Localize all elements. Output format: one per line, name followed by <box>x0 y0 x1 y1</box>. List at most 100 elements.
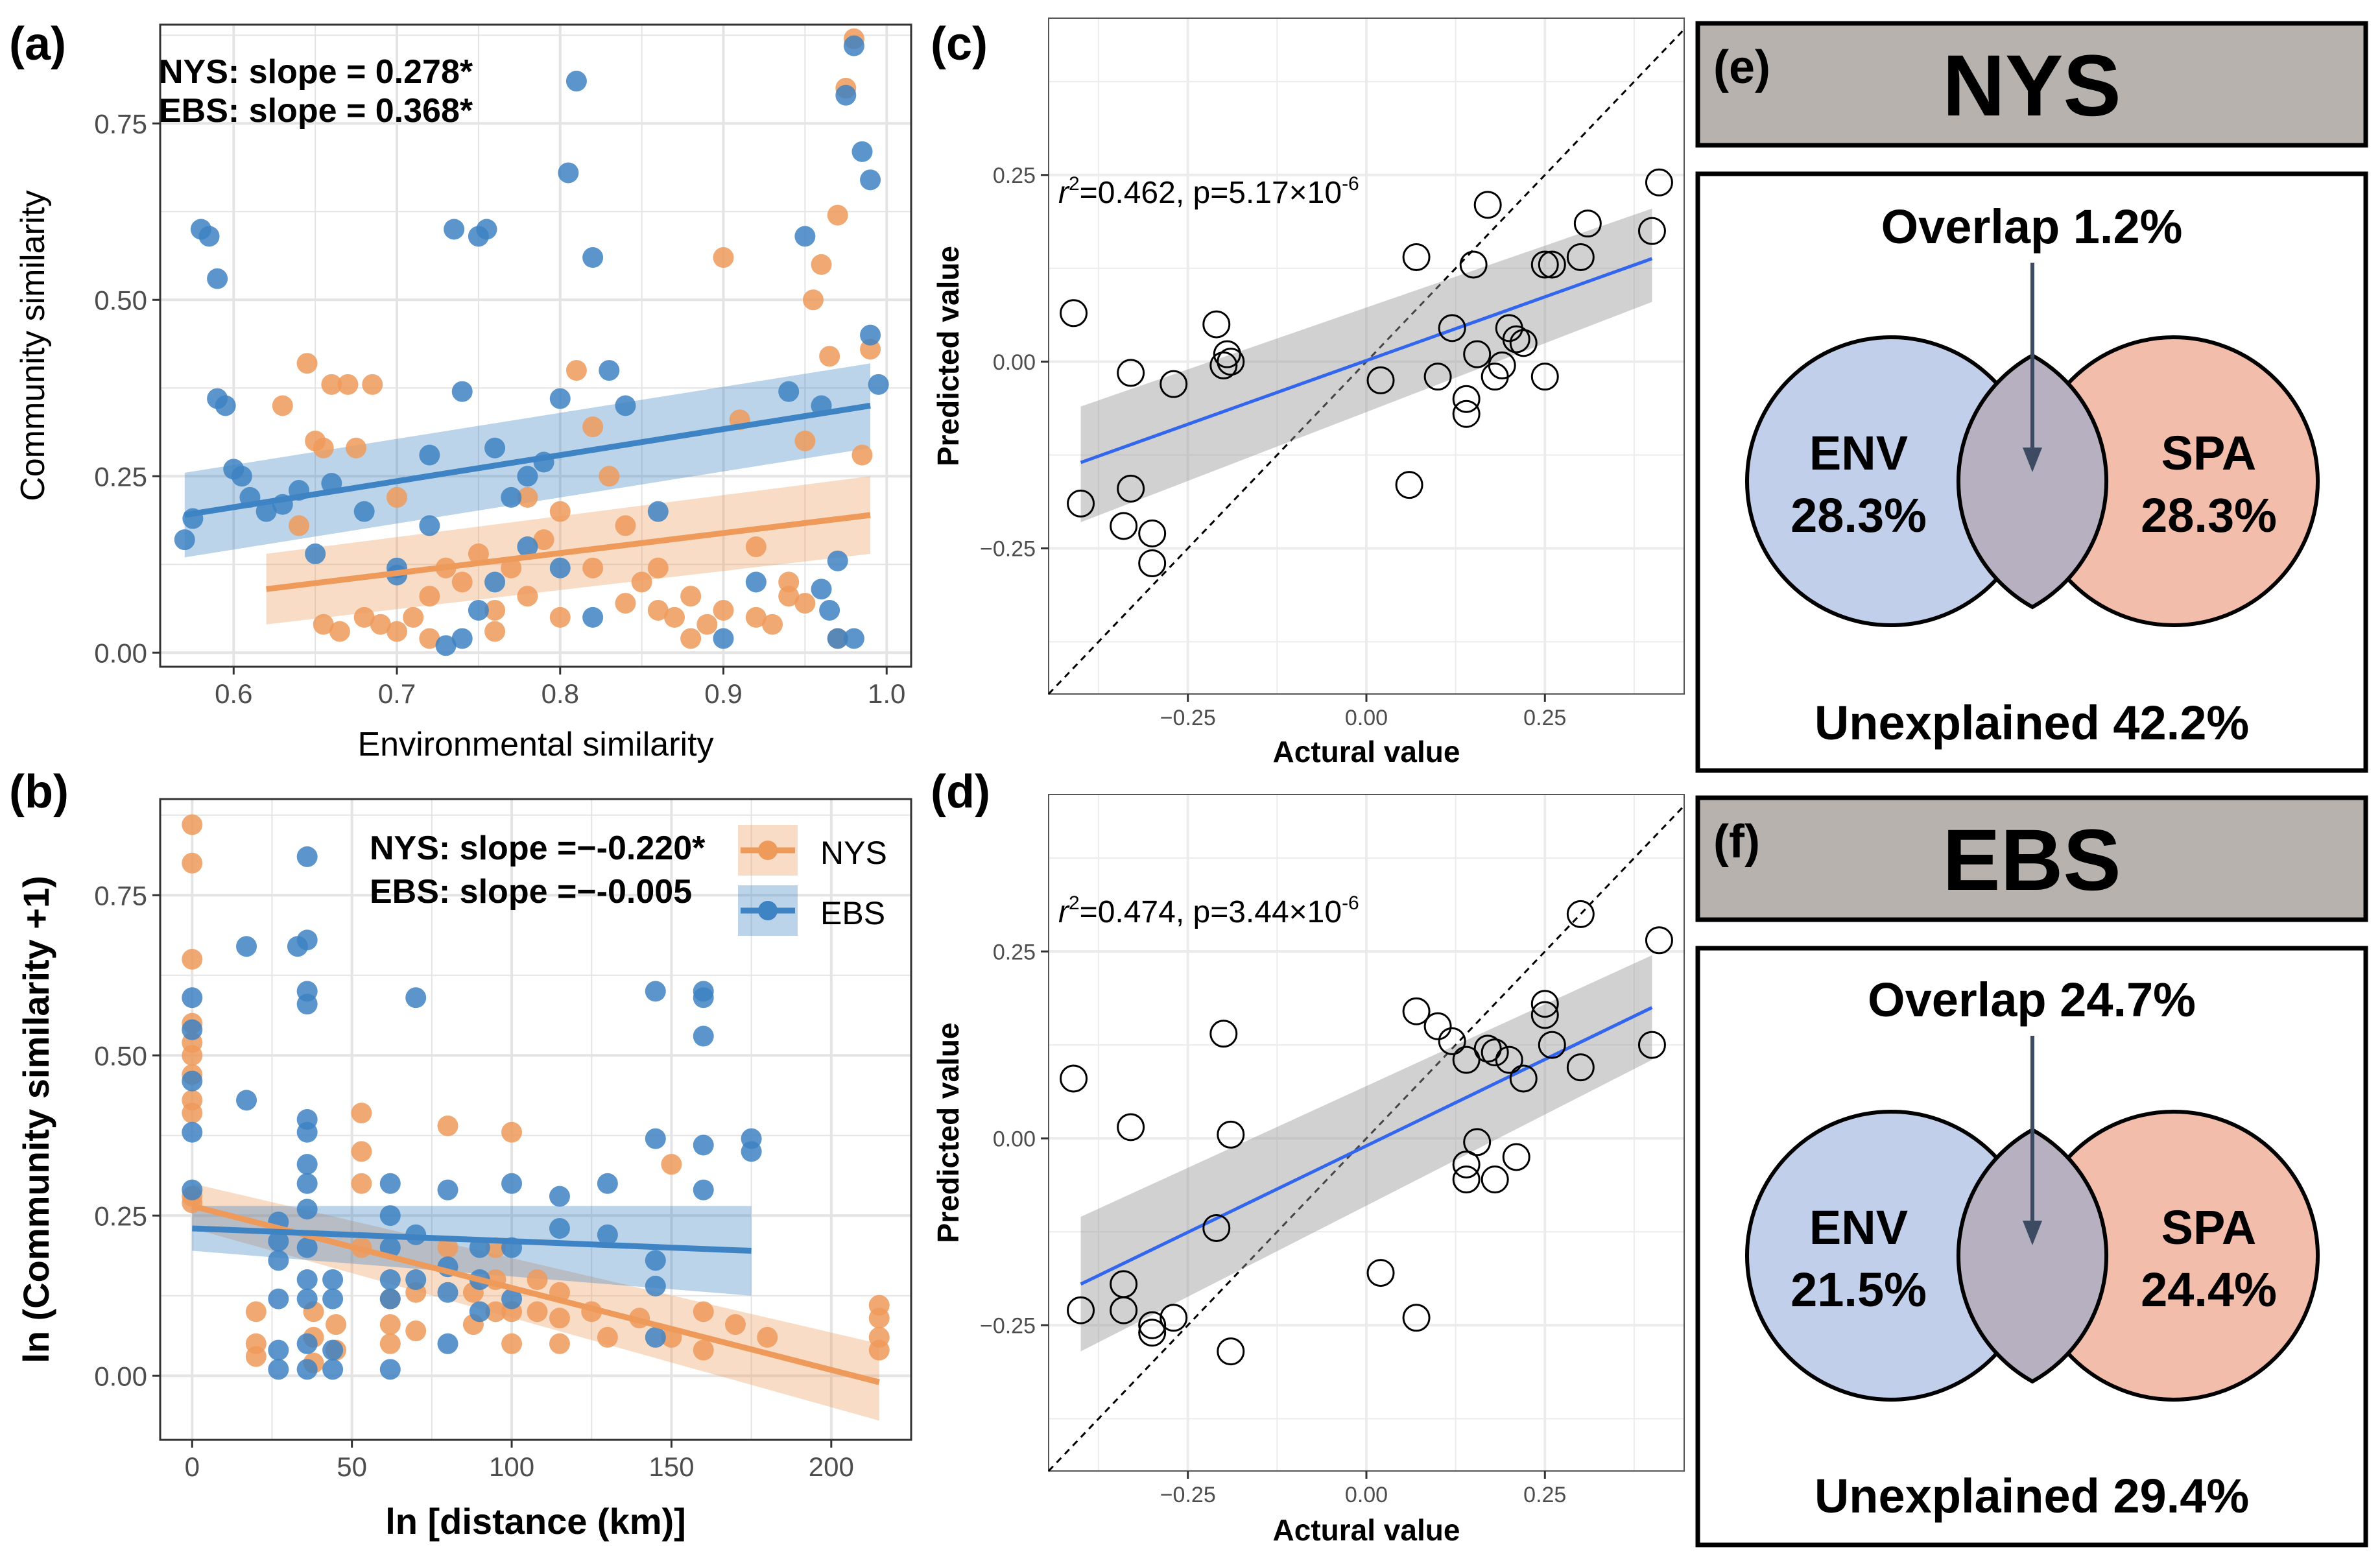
data-point-ebs <box>549 557 571 579</box>
data-point <box>1423 1012 1452 1040</box>
x-tick-label: 50 <box>337 1452 367 1482</box>
data-point <box>1423 363 1452 391</box>
data-point-ebs <box>645 1326 666 1348</box>
data-point-nys <box>615 593 636 614</box>
data-point-ebs <box>517 536 538 558</box>
data-point-nys <box>868 1339 890 1361</box>
data-point-ebs <box>794 226 816 247</box>
data-point-nys <box>851 444 873 466</box>
data-point-ebs <box>484 437 506 459</box>
data-point-ebs <box>268 1359 289 1380</box>
fit-line-nys <box>266 512 871 592</box>
data-point <box>1395 471 1423 499</box>
data-point <box>1067 1296 1095 1324</box>
data-point-ebs <box>182 1070 203 1092</box>
data-point-nys <box>405 1321 427 1342</box>
panel-b-plot: 0 50 100 150 200 0.00 0.25 0.50 0.75 ln [distance… <box>16 798 912 1542</box>
data-point <box>1637 217 1666 245</box>
data-point-ebs <box>693 987 714 1009</box>
data-point-ebs <box>647 501 669 522</box>
data-point-nys <box>794 593 816 614</box>
data-point-ebs <box>182 1179 203 1201</box>
data-point-ebs <box>693 1025 714 1047</box>
x-tick-label: 0 <box>185 1452 200 1482</box>
data-point-nys <box>615 515 636 536</box>
panel-e-tag: (e) <box>1713 42 1770 93</box>
data-point-nys <box>501 557 522 579</box>
data-point-ebs <box>296 1121 318 1143</box>
data-point <box>1452 1166 1481 1194</box>
data-point-ebs <box>868 374 889 395</box>
data-point <box>1452 1150 1481 1178</box>
data-point-ebs <box>582 247 604 269</box>
panel-d-stat-exp: -6 <box>1342 892 1359 914</box>
data-point-nys <box>387 486 408 508</box>
data-point-nys <box>680 586 702 607</box>
panel-e-overlap: Overlap 1.2% <box>1881 200 2183 254</box>
data-point <box>1209 1020 1238 1048</box>
data-point <box>1402 243 1431 271</box>
data-point-ebs <box>435 635 457 656</box>
data-point-nys <box>379 1333 401 1354</box>
data-point-nys <box>868 1308 890 1329</box>
data-point <box>1117 474 1145 503</box>
data-point <box>1117 1113 1145 1142</box>
data-point-ebs <box>645 1250 666 1271</box>
data-point-nys <box>745 606 767 628</box>
data-point-ebs <box>860 169 881 191</box>
data-point-nys <box>757 1326 778 1348</box>
panel-e-overlap-region <box>1957 353 2108 610</box>
data-point-nys <box>597 1326 618 1348</box>
data-point-ebs <box>322 1339 344 1361</box>
data-point-ebs <box>198 226 220 247</box>
data-point-nys <box>693 1339 714 1361</box>
data-point-nys <box>485 1301 506 1322</box>
y-tick-label: −0.25 <box>980 537 1036 562</box>
data-point-nys <box>437 1115 458 1136</box>
legend-nys-label: NYS <box>820 835 887 871</box>
data-point-ebs <box>379 1205 401 1226</box>
data-point <box>1495 1046 1523 1074</box>
data-point-ebs <box>843 35 864 56</box>
panel-f-tag: (f) <box>1713 816 1760 868</box>
panel-f-overlap-region <box>1957 1127 2108 1384</box>
y-tick-label: 0.25 <box>993 940 1036 964</box>
data-point-nys <box>663 606 685 628</box>
data-point <box>1538 1031 1566 1059</box>
data-point-nys <box>778 571 800 593</box>
data-point <box>1509 329 1538 357</box>
data-point-ebs <box>843 628 864 649</box>
data-point-nys <box>403 606 424 628</box>
data-point-ebs <box>379 1359 401 1380</box>
panel-b-tag: (b) <box>9 766 69 818</box>
x-tick-label: 1.0 <box>868 678 905 709</box>
data-point <box>1473 1034 1502 1063</box>
data-point-ebs <box>645 981 666 1002</box>
data-point-nys <box>549 501 571 522</box>
data-point-ebs <box>501 1288 523 1309</box>
x-axis-label: Environmental similarity <box>357 726 713 763</box>
data-point-ebs <box>444 219 465 240</box>
data-point-ebs <box>517 466 538 487</box>
data-point-ebs <box>582 606 604 628</box>
data-point-nys <box>647 599 669 621</box>
data-point <box>1138 1311 1167 1339</box>
data-point-nys <box>517 586 538 607</box>
panel-f-env-value: 21.5% <box>1791 1263 1927 1317</box>
x-axis-label: Actural value <box>1273 735 1460 769</box>
panel-f-arrow-head <box>2023 1221 2042 1245</box>
panel-d-stat-sup: 2 <box>1069 892 1080 914</box>
panel-b-nys-slope: NYS: slope =−-0.220* <box>370 830 706 867</box>
data-point-ebs <box>296 1173 318 1194</box>
data-point <box>1463 1128 1492 1156</box>
x-tick-label: 0.7 <box>378 678 416 709</box>
x-tick-label: −0.25 <box>1160 706 1216 730</box>
panel-a-tag: (a) <box>9 18 66 70</box>
data-point-nys <box>272 395 293 416</box>
x-tick-label: 100 <box>489 1452 534 1482</box>
panel-d-stat-rest: =0.474, p=3.44×10 <box>1080 895 1342 929</box>
panel-e-arrow-head <box>2023 448 2042 472</box>
data-point-nys <box>362 374 383 395</box>
data-point-ebs <box>501 486 522 508</box>
data-point-ebs <box>851 141 873 162</box>
